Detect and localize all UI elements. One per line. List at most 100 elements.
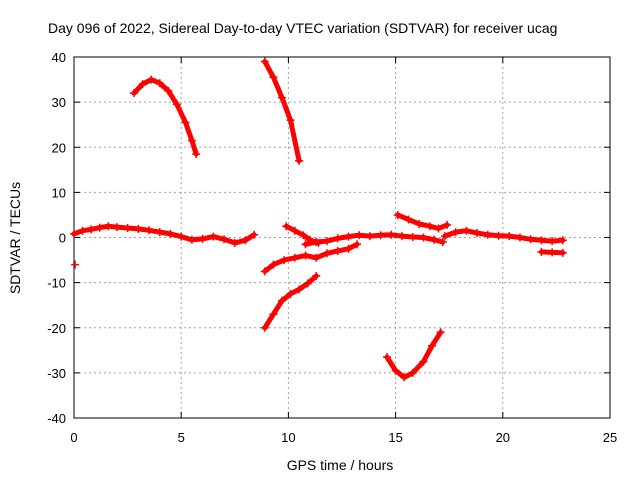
data-point [155, 79, 164, 88]
data-point [301, 251, 310, 260]
data-point [269, 310, 278, 319]
x-tick-label: 20 [496, 430, 510, 445]
y-tick-label: -30 [47, 366, 66, 381]
data-point [314, 238, 323, 247]
data-point [404, 215, 413, 224]
data-point [112, 223, 121, 232]
data-point [104, 222, 113, 231]
data-point [383, 353, 392, 362]
data-point [505, 232, 514, 241]
data-point [280, 256, 289, 265]
data-point [333, 234, 342, 243]
data-point [353, 240, 362, 249]
data-point [230, 238, 239, 247]
data-point [277, 93, 286, 102]
data-point [286, 289, 295, 298]
data-series-arc-4 [262, 241, 360, 274]
data-point [312, 271, 321, 280]
data-point [438, 238, 447, 247]
data-point [282, 222, 291, 231]
x-tick-label: 5 [178, 430, 185, 445]
data-point [419, 357, 428, 366]
data-point [70, 229, 78, 238]
data-point [537, 247, 546, 256]
y-tick-label: 40 [52, 50, 66, 65]
y-tick-label: -40 [47, 411, 66, 426]
data-point [428, 341, 437, 350]
data-point [172, 100, 181, 109]
data-point [250, 230, 259, 239]
data-point [344, 244, 353, 253]
data-point [322, 249, 331, 258]
data-point [515, 233, 524, 242]
x-tick-label: 25 [603, 430, 617, 445]
y-axis-label: SDTVAR / TECUs [7, 182, 23, 294]
data-point [400, 373, 409, 382]
data-point [95, 223, 104, 232]
data-point [277, 296, 286, 305]
data-point [558, 248, 567, 257]
data-point [241, 236, 250, 245]
data-point [134, 224, 143, 233]
data-point [451, 228, 460, 237]
data-point [177, 232, 186, 241]
data-point [419, 233, 428, 242]
data-point [145, 226, 154, 235]
axis-ticks: 0 5 10 15 20 25 -40 -30 -20 -10 0 10 20 30 40 [47, 50, 617, 445]
data-point [269, 73, 278, 82]
x-tick-label: 10 [281, 430, 295, 445]
data-point [290, 253, 299, 262]
data-point [391, 366, 400, 375]
data-point [305, 235, 314, 244]
data-point [434, 224, 443, 233]
data-point [303, 279, 312, 288]
data-point [71, 260, 80, 269]
data-point [290, 226, 299, 235]
data-point [526, 235, 535, 244]
data-point [286, 116, 295, 125]
data-point [408, 368, 417, 377]
data-point [166, 229, 175, 238]
data-point [187, 136, 196, 145]
data-point [147, 75, 156, 84]
data-point [78, 226, 87, 235]
x-tick-label: 0 [70, 430, 77, 445]
data-point [333, 247, 342, 256]
data-point [436, 328, 445, 337]
data-point [260, 323, 269, 332]
y-tick-label: 10 [52, 185, 66, 200]
data-point [209, 232, 218, 241]
data-point [483, 230, 492, 239]
data-point [260, 267, 269, 276]
data-point [322, 237, 331, 246]
data-point [198, 234, 207, 243]
data-point [355, 231, 364, 240]
data-point [138, 80, 147, 89]
data-point [462, 226, 471, 235]
data-point [87, 225, 96, 234]
data-point [440, 232, 449, 241]
data-point [415, 219, 424, 228]
data-point [425, 222, 434, 231]
data-point [393, 210, 402, 219]
x-tick-label: 15 [388, 430, 402, 445]
y-tick-label: -10 [47, 276, 66, 291]
data-point [430, 235, 439, 244]
y-tick-label: 30 [52, 95, 66, 110]
data-point [537, 236, 546, 245]
data-point [301, 240, 310, 249]
data-point [408, 233, 417, 242]
y-tick-label: 0 [59, 231, 66, 246]
data-point [269, 260, 278, 269]
data-point [365, 232, 374, 241]
data-point [548, 248, 557, 257]
data-point [181, 118, 190, 127]
data-point [398, 232, 407, 241]
data-series [70, 57, 567, 382]
data-point [387, 230, 396, 239]
data-point [558, 236, 567, 245]
data-point [299, 231, 308, 240]
data-series-baseline-a [71, 223, 257, 246]
data-point [443, 220, 452, 229]
data-point [220, 235, 229, 244]
